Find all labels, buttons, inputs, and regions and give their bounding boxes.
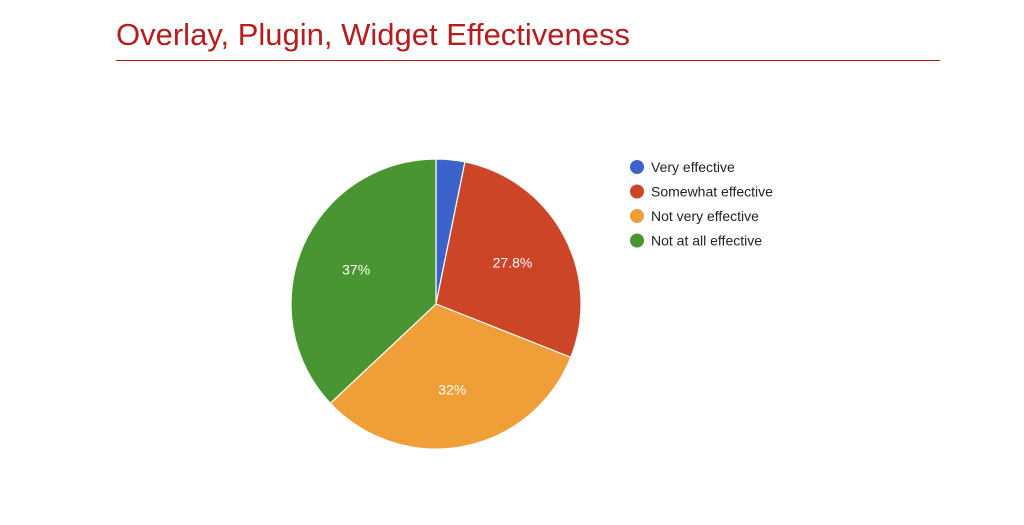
legend-swatch-not-very-effective bbox=[630, 209, 644, 223]
legend: Very effective Somewhat effective Not very… bbox=[630, 159, 773, 249]
pie-slice-labels: 27.8% 32% 37% bbox=[342, 255, 532, 398]
pie-slices bbox=[290, 158, 582, 450]
legend-label-somewhat-effective: Somewhat effective bbox=[651, 184, 773, 200]
pie-slice-not-at-all-effective bbox=[290, 158, 437, 405]
legend-label-not-at-all-effective: Not at all effective bbox=[651, 233, 762, 249]
pie-slice-not-very-effective bbox=[329, 303, 572, 450]
slice-label-not-at-all-effective: 37% bbox=[342, 261, 370, 277]
pie-slice-somewhat-effective bbox=[435, 161, 582, 359]
slice-label-somewhat-effective: 27.8% bbox=[493, 255, 533, 271]
legend-label-very-effective: Very effective bbox=[651, 159, 735, 175]
legend-swatch-very-effective bbox=[630, 160, 644, 174]
legend-label-not-very-effective: Not very effective bbox=[651, 208, 759, 224]
legend-swatch-somewhat-effective bbox=[630, 184, 644, 199]
title-divider bbox=[116, 60, 940, 61]
slice-label-not-very-effective: 32% bbox=[438, 381, 466, 397]
legend-swatch-not-at-all-effective bbox=[630, 233, 644, 248]
chart-title: Overlay, Plugin, Widget Effectiveness bbox=[116, 17, 631, 52]
